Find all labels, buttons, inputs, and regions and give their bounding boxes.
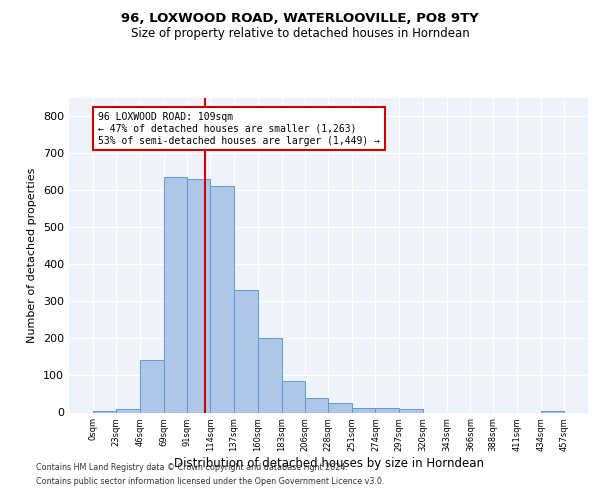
Bar <box>376 408 399 412</box>
Bar <box>140 360 164 412</box>
Bar <box>281 381 305 412</box>
Text: 96, LOXWOOD ROAD, WATERLOOVILLE, PO8 9TY: 96, LOXWOOD ROAD, WATERLOOVILLE, PO8 9TY <box>121 12 479 26</box>
Bar <box>116 409 140 412</box>
Text: 96 LOXWOOD ROAD: 109sqm
← 47% of detached houses are smaller (1,263)
53% of semi: 96 LOXWOOD ROAD: 109sqm ← 47% of detache… <box>98 112 380 146</box>
Text: Contains HM Land Registry data © Crown copyright and database right 2024.: Contains HM Land Registry data © Crown c… <box>36 464 348 472</box>
Text: Contains public sector information licensed under the Open Government Licence v3: Contains public sector information licen… <box>36 477 385 486</box>
Bar <box>258 338 281 412</box>
Bar <box>352 408 376 412</box>
Bar <box>92 410 116 412</box>
Bar <box>541 410 565 412</box>
Bar <box>305 398 328 412</box>
Bar <box>187 179 210 412</box>
X-axis label: Distribution of detached houses by size in Horndean: Distribution of detached houses by size … <box>173 457 484 470</box>
Bar <box>399 409 423 412</box>
Bar <box>234 290 258 412</box>
Bar <box>210 186 234 412</box>
Bar <box>164 177 187 412</box>
Bar <box>328 403 352 412</box>
Text: Size of property relative to detached houses in Horndean: Size of property relative to detached ho… <box>131 28 469 40</box>
Y-axis label: Number of detached properties: Number of detached properties <box>28 168 37 342</box>
